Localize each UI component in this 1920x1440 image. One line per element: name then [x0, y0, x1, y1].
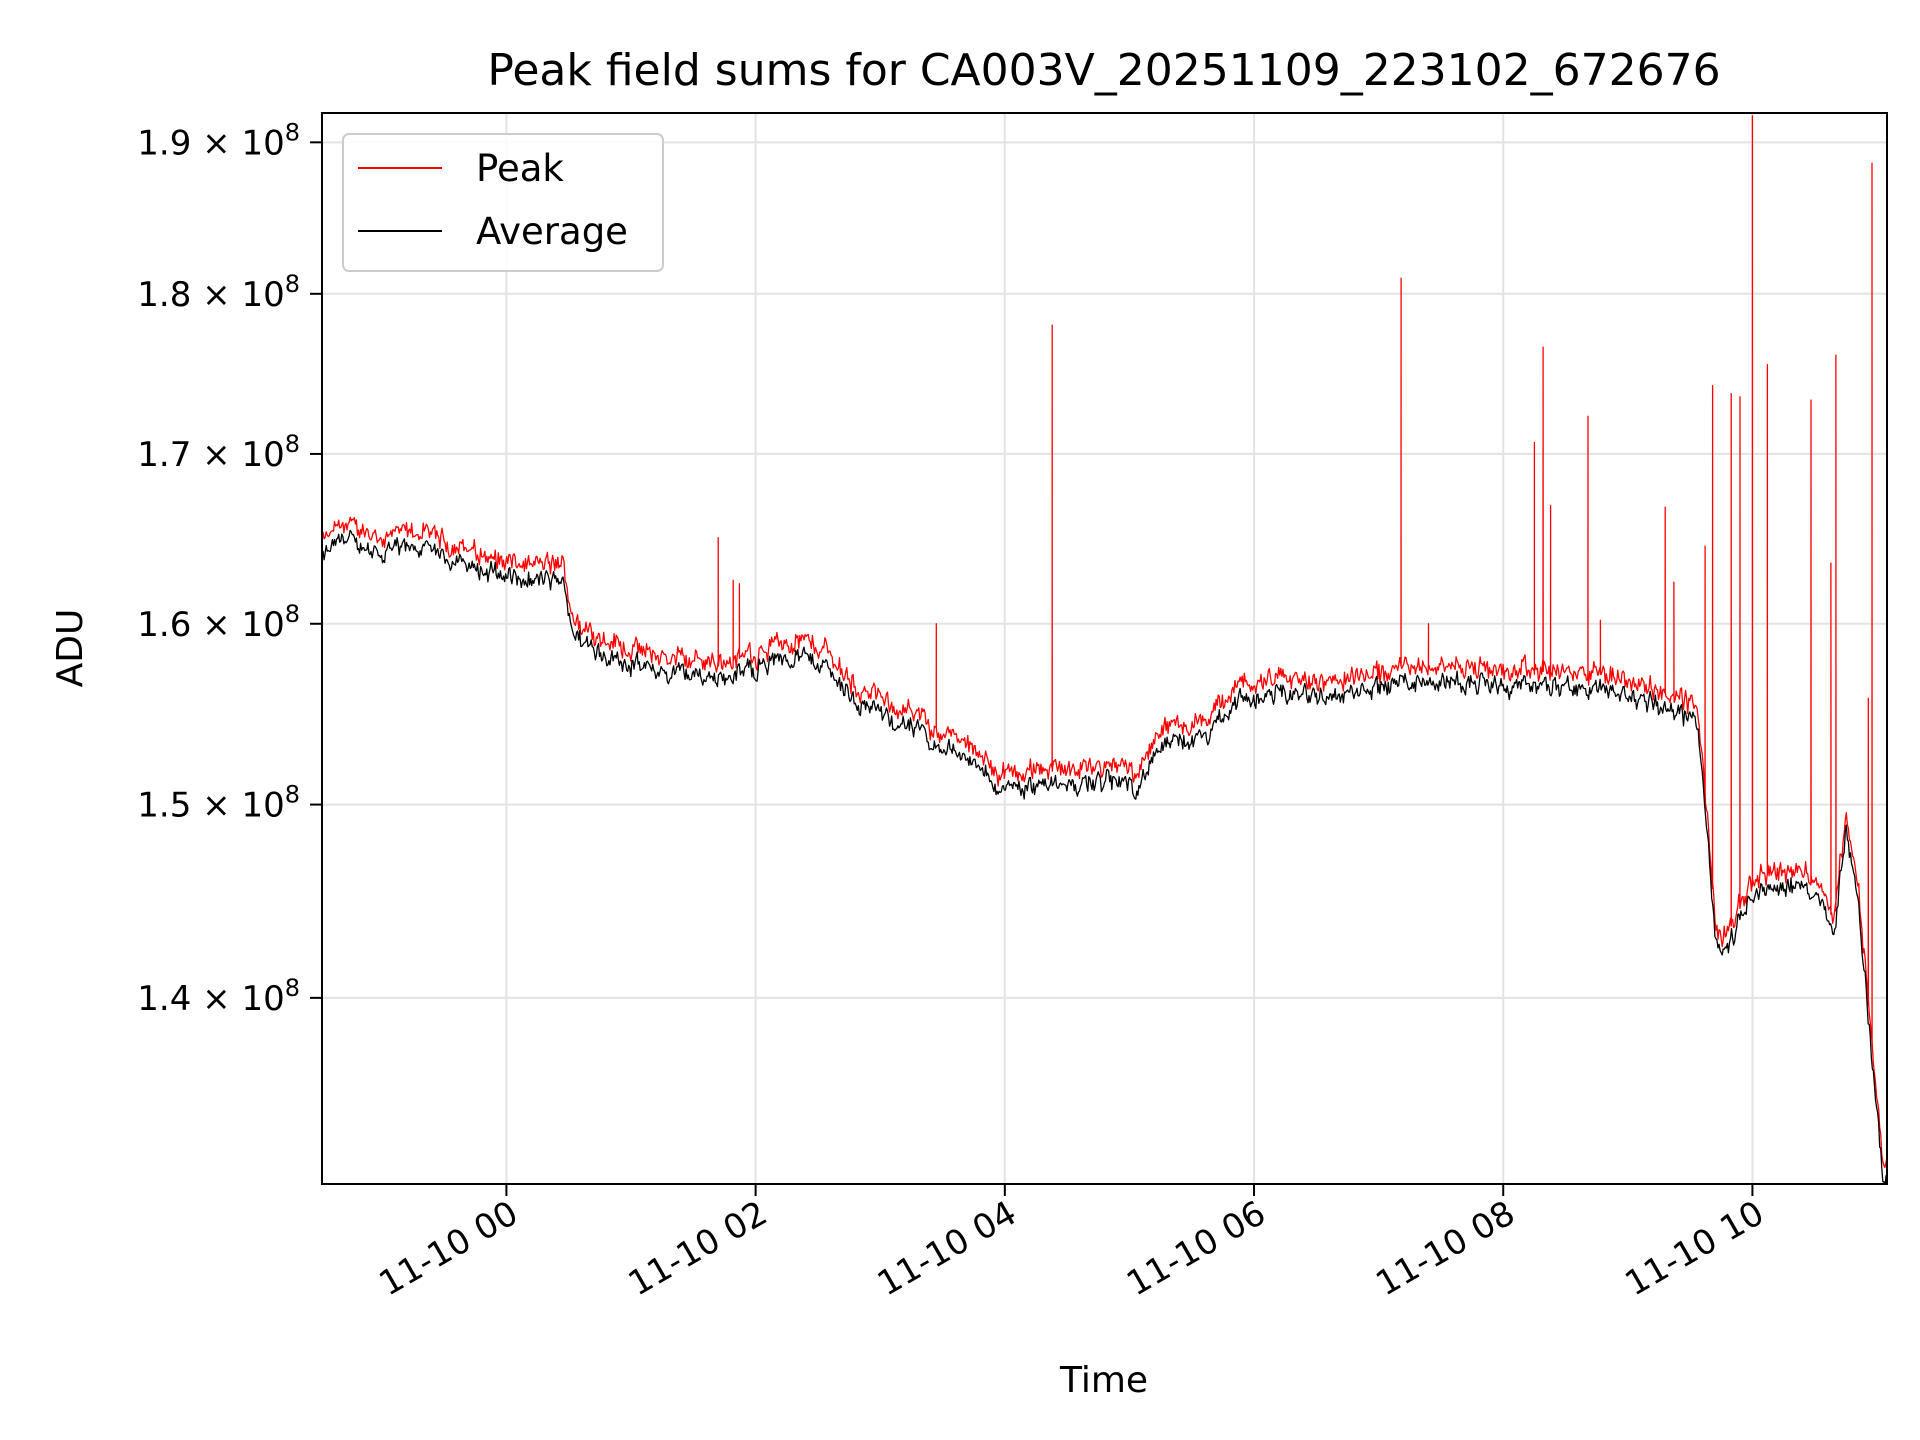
legend-average-label: Average: [476, 210, 628, 253]
x-axis-label: Time: [1059, 1360, 1148, 1401]
y-tick-label: 1.9 × 108: [137, 118, 300, 163]
legend-peak-label: Peak: [476, 147, 564, 190]
y-tick-label: 1.7 × 108: [137, 430, 300, 475]
y-tick-label: 1.6 × 108: [137, 600, 300, 645]
y-tick-label: 1.4 × 108: [137, 974, 300, 1019]
grid: [322, 113, 1887, 1184]
y-tick-label: 1.8 × 108: [137, 270, 300, 315]
average-series-line: [322, 529, 1887, 1184]
plot-area: [322, 115, 1887, 1184]
y-tick-label: 1.5 × 108: [137, 781, 300, 826]
legend: Peak Average: [342, 133, 664, 272]
chart-title: Peak field sums for CA003V_20251109_2231…: [487, 45, 1720, 96]
y-axis-label: ADU: [50, 609, 91, 688]
y-axis-ticks: 1.4 × 108 1.5 × 108 1.6 × 108 1.7 × 108 1.8 …: [137, 118, 322, 1019]
peak-series-line: [322, 115, 1887, 1169]
plot-frame: [321, 112, 1888, 1185]
